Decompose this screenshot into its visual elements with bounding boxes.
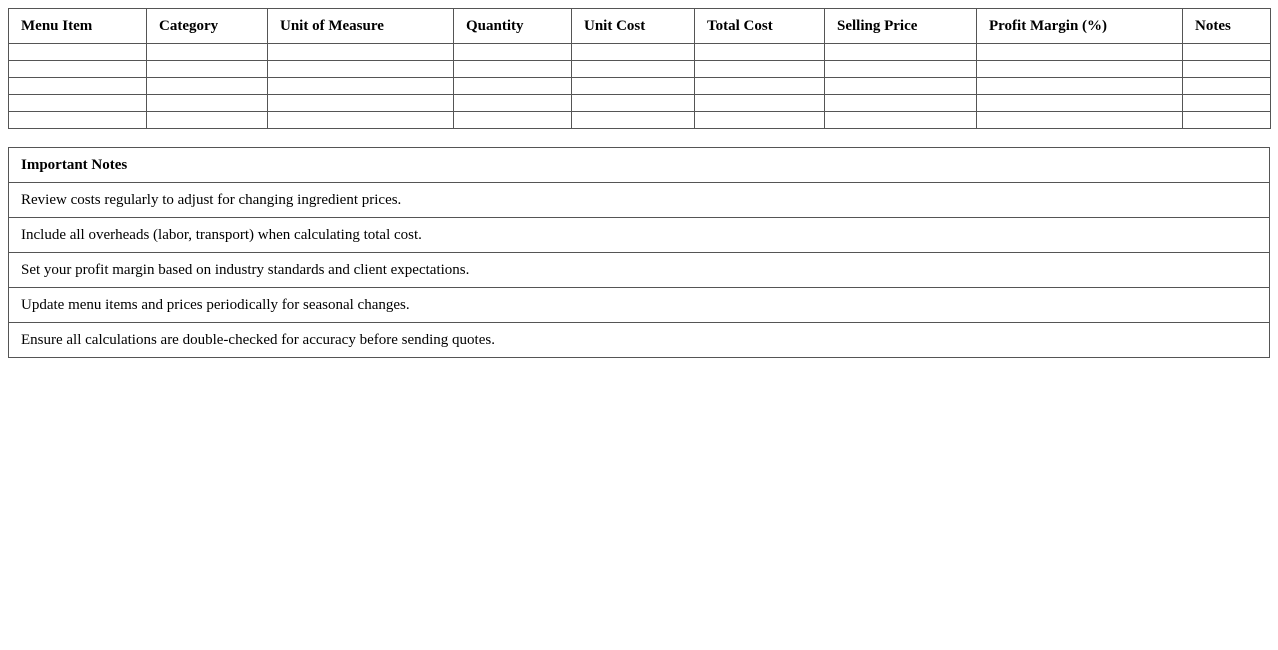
header-category: Category bbox=[146, 8, 268, 44]
table-cell[interactable] bbox=[1182, 43, 1271, 61]
table-row bbox=[8, 60, 1271, 78]
header-notes: Notes bbox=[1182, 8, 1271, 44]
header-profit-margin: Profit Margin (%) bbox=[976, 8, 1183, 44]
table-cell[interactable] bbox=[571, 60, 695, 78]
table-row bbox=[8, 111, 1271, 129]
table-cell[interactable] bbox=[146, 77, 268, 95]
table-cell[interactable] bbox=[453, 77, 572, 95]
header-quantity: Quantity bbox=[453, 8, 572, 44]
table-cell[interactable] bbox=[8, 94, 147, 112]
table-cell[interactable] bbox=[694, 111, 825, 129]
table-cell[interactable] bbox=[146, 60, 268, 78]
cost-table: Menu Item Category Unit of Measure Quant… bbox=[8, 8, 1271, 129]
table-cell[interactable] bbox=[267, 43, 454, 61]
notes-title: Important Notes bbox=[8, 147, 1270, 183]
note-item: Review costs regularly to adjust for cha… bbox=[8, 182, 1270, 218]
header-unit-of-measure: Unit of Measure bbox=[267, 8, 454, 44]
table-cell[interactable] bbox=[824, 43, 977, 61]
table-cell[interactable] bbox=[824, 60, 977, 78]
table-cell[interactable] bbox=[976, 111, 1183, 129]
table-cell[interactable] bbox=[694, 77, 825, 95]
table-cell[interactable] bbox=[694, 43, 825, 61]
table-cell[interactable] bbox=[8, 43, 147, 61]
table-cell[interactable] bbox=[1182, 77, 1271, 95]
table-cell[interactable] bbox=[1182, 94, 1271, 112]
table-cell[interactable] bbox=[571, 94, 695, 112]
header-selling-price: Selling Price bbox=[824, 8, 977, 44]
header-unit-cost: Unit Cost bbox=[571, 8, 695, 44]
table-cell[interactable] bbox=[8, 77, 147, 95]
table-cell[interactable] bbox=[976, 94, 1183, 112]
table-cell[interactable] bbox=[571, 43, 695, 61]
notes-table: Important Notes Review costs regularly t… bbox=[8, 147, 1270, 358]
table-cell[interactable] bbox=[8, 60, 147, 78]
table-cell[interactable] bbox=[453, 94, 572, 112]
table-cell[interactable] bbox=[453, 111, 572, 129]
table-cell[interactable] bbox=[267, 94, 454, 112]
table-cell[interactable] bbox=[267, 111, 454, 129]
table-cell[interactable] bbox=[694, 94, 825, 112]
table-cell[interactable] bbox=[1182, 111, 1271, 129]
table-cell[interactable] bbox=[267, 60, 454, 78]
note-item: Include all overheads (labor, transport)… bbox=[8, 217, 1270, 253]
table-cell[interactable] bbox=[571, 77, 695, 95]
table-cell[interactable] bbox=[1182, 60, 1271, 78]
table-row bbox=[8, 43, 1271, 61]
table-cell[interactable] bbox=[976, 77, 1183, 95]
note-item: Set your profit margin based on industry… bbox=[8, 252, 1270, 288]
table-cell[interactable] bbox=[453, 43, 572, 61]
table-cell[interactable] bbox=[146, 111, 268, 129]
table-cell[interactable] bbox=[824, 77, 977, 95]
table-cell[interactable] bbox=[8, 111, 147, 129]
table-row bbox=[8, 94, 1271, 112]
note-item: Update menu items and prices periodicall… bbox=[8, 287, 1270, 323]
table-cell[interactable] bbox=[824, 94, 977, 112]
table-cell[interactable] bbox=[976, 60, 1183, 78]
table-cell[interactable] bbox=[146, 43, 268, 61]
header-row: Menu Item Category Unit of Measure Quant… bbox=[8, 8, 1271, 44]
table-cell[interactable] bbox=[824, 111, 977, 129]
note-item: Ensure all calculations are double-check… bbox=[8, 322, 1270, 358]
header-menu-item: Menu Item bbox=[8, 8, 147, 44]
table-cell[interactable] bbox=[976, 43, 1183, 61]
table-row bbox=[8, 77, 1271, 95]
table-cell[interactable] bbox=[267, 77, 454, 95]
header-total-cost: Total Cost bbox=[694, 8, 825, 44]
table-cell[interactable] bbox=[694, 60, 825, 78]
table-cell[interactable] bbox=[571, 111, 695, 129]
table-cell[interactable] bbox=[453, 60, 572, 78]
table-cell[interactable] bbox=[146, 94, 268, 112]
